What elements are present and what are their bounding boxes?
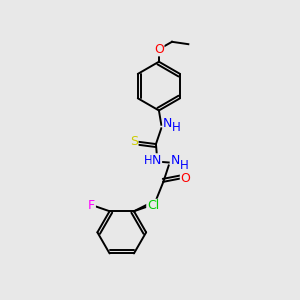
Text: O: O: [154, 43, 164, 56]
Text: O: O: [180, 172, 190, 185]
Text: H: H: [143, 154, 152, 167]
Text: N: N: [152, 154, 161, 167]
Text: H: H: [180, 159, 189, 172]
Text: S: S: [130, 135, 138, 148]
Text: F: F: [88, 200, 95, 212]
Text: N: N: [163, 117, 172, 130]
Text: H: H: [172, 121, 181, 134]
Text: N: N: [171, 154, 180, 167]
Text: Cl: Cl: [147, 200, 159, 212]
